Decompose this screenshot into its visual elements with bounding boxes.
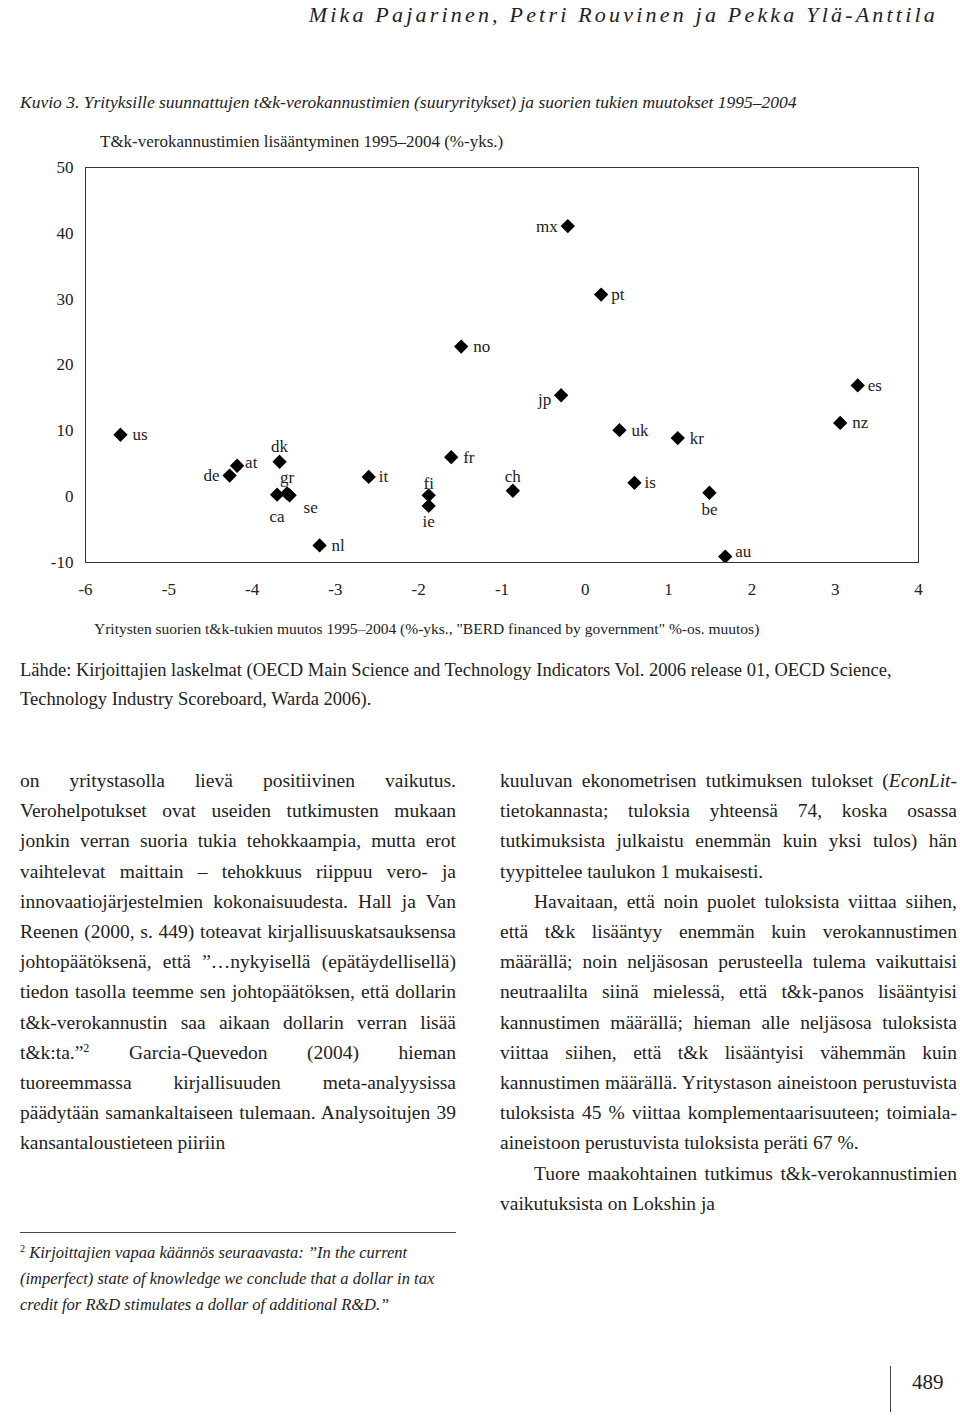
svg-text:fi: fi — [424, 474, 435, 493]
html-text:Kuvio 3. Yrityksille suunnattu: Kuvio 3. Yrityksille suunnattujen t&k-ve… — [20, 92, 797, 112]
html-text:Mika Pajarinen, Petri Rouvinen: Mika Pajarinen, Petri Rouvinen ja Pekka … — [308, 2, 938, 27]
svg-text:it: it — [379, 467, 389, 486]
svg-text:-3: -3 — [328, 580, 342, 599]
svg-text:nz: nz — [852, 413, 869, 432]
svg-text:au: au — [735, 542, 752, 561]
svg-text:dk: dk — [271, 437, 289, 456]
html-text:2Kirjoittajien vapaa käännös s: 2Kirjoittajien vapaa käännös seuraavasta… — [20, 1242, 435, 1314]
svg-text:se: se — [304, 498, 318, 517]
html-text:Tuore maakohtainen tutkimus t&: Tuore maakohtainen tutkimus t&k-verokann… — [500, 1162, 957, 1214]
svg-text:us: us — [132, 425, 147, 444]
html-text:489: 489 — [912, 1370, 944, 1394]
svg-text:nl: nl — [332, 536, 346, 555]
svg-text:jp: jp — [537, 390, 551, 409]
svg-text:0: 0 — [581, 580, 590, 599]
svg-text:pt: pt — [611, 285, 625, 304]
svg-text:fr: fr — [463, 448, 475, 467]
svg-text:4: 4 — [914, 580, 923, 599]
html-text:Havaitaan, että noin puolet tu: Havaitaan, että noin puolet tuloksista v… — [500, 890, 957, 1154]
svg-text:0: 0 — [65, 487, 74, 506]
svg-text:is: is — [644, 473, 655, 492]
svg-text:ie: ie — [423, 512, 435, 531]
svg-text:40: 40 — [57, 224, 74, 243]
svg-text:-10: -10 — [51, 553, 74, 572]
svg-text:2: 2 — [748, 580, 757, 599]
svg-text:at: at — [245, 453, 258, 472]
svg-text:no: no — [473, 337, 490, 356]
html-text:Yritysten suorien t&k-tukien m: Yritysten suorien t&k-tukien muutos 1995… — [94, 620, 760, 637]
svg-text:3: 3 — [831, 580, 840, 599]
html-text:Lähde: Kirjoittajien laskelmat: Lähde: Kirjoittajien laskelmat (OECD Mai… — [20, 660, 892, 709]
svg-text:uk: uk — [631, 421, 649, 440]
html-text:kuuluvan ekonometrisen tutkimu: kuuluvan ekonometrisen tutkimuksen tulok… — [500, 770, 957, 882]
svg-text:-1: -1 — [495, 580, 509, 599]
svg-text:de: de — [204, 466, 220, 485]
svg-text:be: be — [701, 500, 717, 519]
svg-text:10: 10 — [57, 421, 74, 440]
svg-text:gr: gr — [280, 468, 295, 487]
svg-text:50: 50 — [57, 158, 74, 177]
svg-text:20: 20 — [57, 355, 74, 374]
svg-text:mx: mx — [536, 217, 558, 236]
svg-text:-5: -5 — [162, 580, 176, 599]
html-text:T&k-verokannustimien lisääntym: T&k-verokannustimien lisääntyminen 1995–… — [100, 132, 504, 151]
svg-text:-4: -4 — [245, 580, 260, 599]
svg-text:1: 1 — [664, 580, 673, 599]
svg-text:-2: -2 — [412, 580, 426, 599]
html-text:on yritystasolla lievä positii: on yritystasolla lievä positiivinen vaik… — [20, 770, 456, 1154]
svg-text:-6: -6 — [78, 580, 92, 599]
svg-text:ch: ch — [505, 467, 522, 486]
svg-text:kr: kr — [690, 429, 705, 448]
svg-text:ca: ca — [270, 507, 286, 526]
svg-text:es: es — [868, 376, 882, 395]
svg-text:30: 30 — [57, 290, 74, 309]
